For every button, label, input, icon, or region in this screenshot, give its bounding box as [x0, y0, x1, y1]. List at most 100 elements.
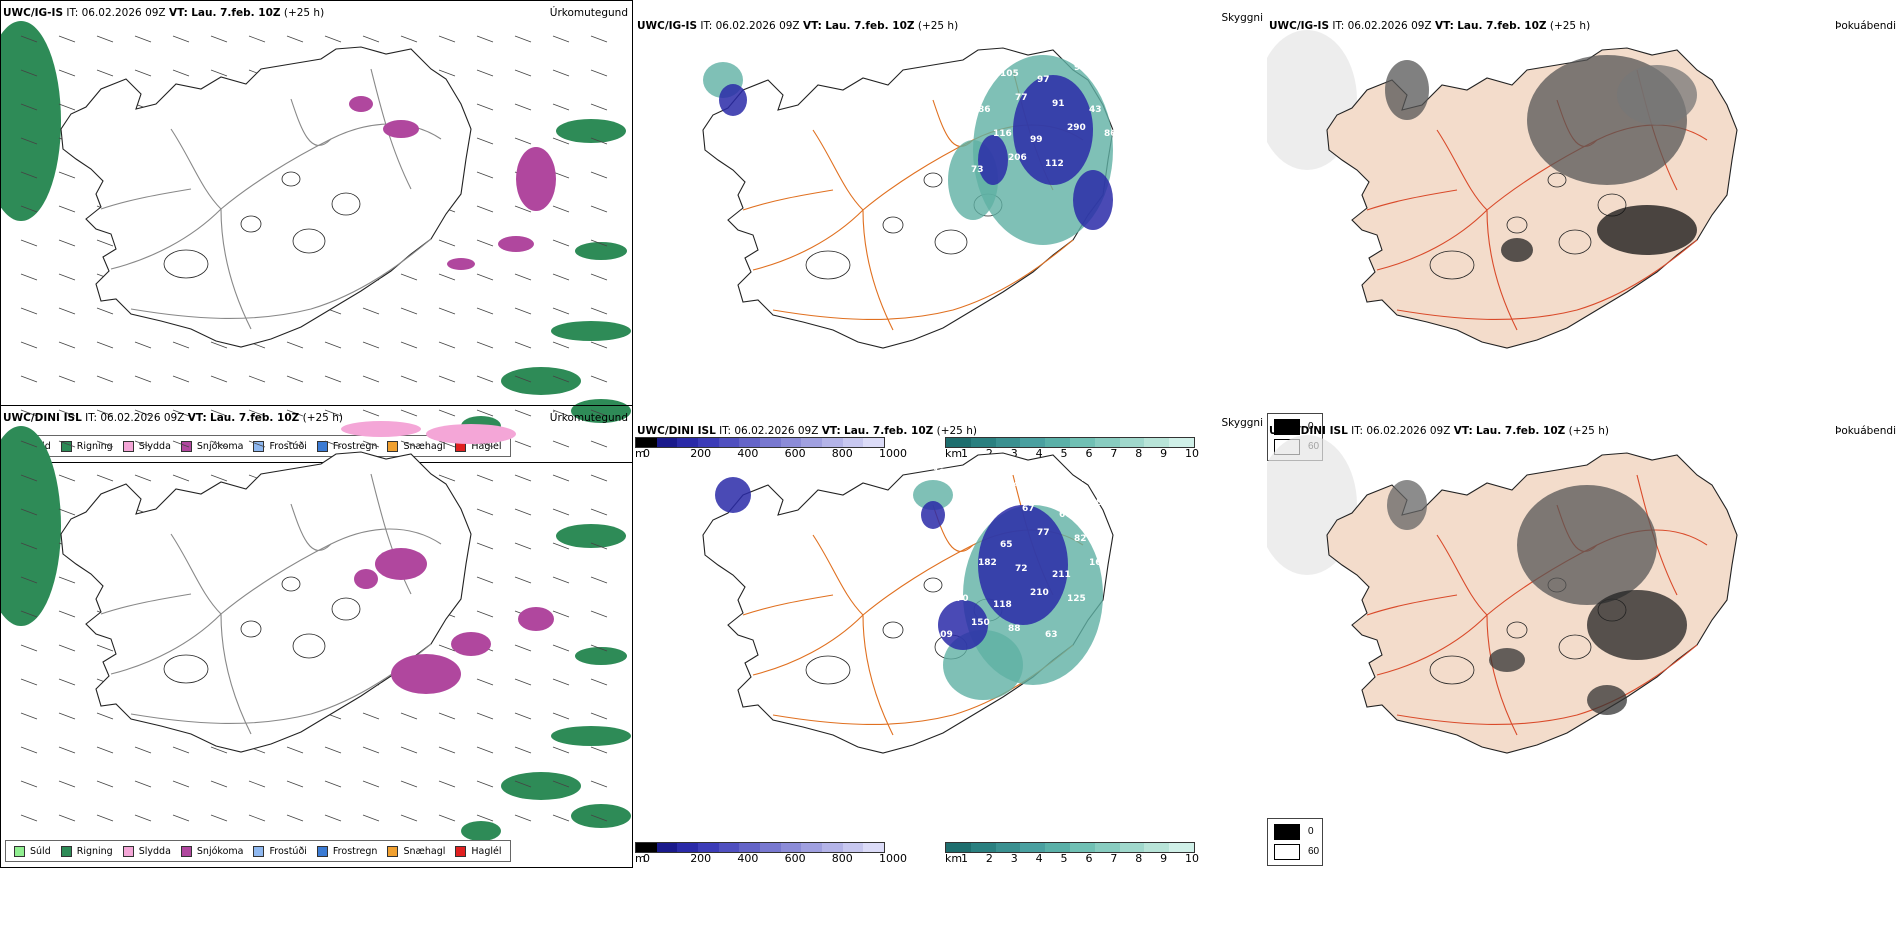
wind-barb — [476, 171, 494, 179]
wind-barb — [58, 440, 76, 448]
wind-barb — [210, 69, 228, 77]
fog-index-area — [1587, 685, 1627, 715]
colorbar-tick: 400 — [737, 852, 759, 865]
wind-barb — [552, 474, 570, 482]
colorbar-tick: 5 — [1060, 852, 1068, 865]
wind-barb — [590, 171, 608, 179]
colorbar-tick: 1 — [961, 852, 968, 865]
colorbar-tick: 800 — [831, 447, 853, 460]
legend-label: Súld — [30, 845, 51, 857]
visibility-value-label: 86 — [1104, 129, 1117, 139]
wind-barb — [96, 239, 114, 247]
lead-time: (+25 h) — [917, 20, 959, 32]
fog-legend-swatch-high — [1274, 824, 1300, 840]
legend-label: Snjókoma — [196, 845, 244, 857]
sleet-area — [426, 424, 516, 444]
wind-barb — [552, 780, 570, 788]
legend-label: Rigning — [76, 845, 113, 857]
glacier-outline — [923, 577, 943, 593]
visibility-colorbar-m: m 0 200 400 600 800 1000 — [635, 437, 907, 460]
wind-barb — [552, 307, 570, 315]
wind-barb — [590, 644, 608, 652]
wind-barb — [96, 35, 114, 43]
wind-barb — [400, 273, 418, 281]
colorbar-tick: 600 — [784, 447, 806, 460]
colorbar-cell — [1094, 438, 1120, 447]
visibility-value-label: 73 — [971, 165, 984, 175]
sleet-area — [341, 421, 421, 437]
legend-label: Slydda — [138, 440, 171, 452]
wind-barb — [552, 610, 570, 618]
colorbar-unit: km — [945, 852, 963, 865]
wind-barb — [58, 69, 76, 77]
wind-barb — [552, 341, 570, 349]
colorbar-cell — [1094, 843, 1120, 852]
wind-barb — [438, 307, 456, 315]
panel-header: UWC/IG-IS IT: 06.02.2026 09Z VT: Lau. 7.… — [1269, 20, 1590, 32]
wind-barb — [438, 273, 456, 281]
colorbar-tick: 8 — [1135, 852, 1143, 865]
wind-barb — [58, 35, 76, 43]
visibility-value-label: 67 — [1022, 504, 1035, 514]
visibility-value-label: 65 — [1000, 540, 1013, 550]
wind-barb — [96, 746, 114, 754]
colorbar-cell — [946, 438, 971, 447]
iceland-outline — [60, 46, 472, 348]
wind-barb — [134, 375, 152, 383]
wind-barb — [514, 273, 532, 281]
valid-time-label: VT: — [802, 20, 822, 32]
wind-barb — [20, 137, 38, 145]
colorbar-cell — [1119, 438, 1145, 447]
colorbar-cell — [698, 843, 719, 852]
colorbar-tick: 3 — [1010, 852, 1018, 865]
wind-barb — [476, 35, 494, 43]
colorbar-tick: 0 — [643, 447, 650, 460]
wind-barb — [590, 780, 608, 788]
wind-barb — [324, 746, 342, 754]
glacier-outline — [882, 621, 904, 639]
legend-item: Frostúði — [253, 440, 307, 452]
valid-time-value: Lau. 7.feb. 10Z — [1457, 20, 1547, 32]
wind-barb — [96, 474, 114, 482]
wind-barb — [438, 474, 456, 482]
valid-time-value: Lau. 7.feb. 10Z — [1476, 425, 1566, 437]
colorbar-cell — [1045, 843, 1070, 852]
wind-barb — [58, 644, 76, 652]
fog-index-area — [1587, 590, 1687, 660]
wind-barb — [514, 474, 532, 482]
wind-barb — [248, 35, 266, 43]
snow-area — [391, 654, 461, 694]
colorbar-tick: 200 — [690, 447, 712, 460]
fog-legend: 0 60 — [1267, 818, 1323, 866]
colorbar-cell — [1069, 843, 1095, 852]
road-line — [170, 533, 222, 615]
rain-area — [551, 726, 631, 746]
road-line — [1396, 644, 1698, 725]
legend-item: Snæhagl — [387, 440, 445, 452]
wind-barb — [20, 576, 38, 584]
legend-label: Frostúði — [269, 845, 307, 857]
colorbar-tick: 2 — [985, 447, 993, 460]
visibility-value-label: 182 — [978, 558, 997, 568]
road-line — [130, 238, 432, 319]
fog-legend-label-high: 0 — [1308, 826, 1314, 837]
low-visibility-m-area — [1013, 75, 1093, 185]
rain-area — [571, 804, 631, 828]
road-line — [170, 128, 222, 210]
visibility-value-label: 106 — [963, 63, 982, 73]
legend-item: Haglél — [455, 845, 502, 857]
wind-barb — [400, 341, 418, 349]
rain-area — [501, 367, 581, 395]
colorbar-cell — [863, 438, 885, 447]
wind-barb — [590, 341, 608, 349]
rain-area — [551, 321, 631, 341]
legend-label: Haglél — [471, 440, 502, 452]
wind-barb — [324, 780, 342, 788]
snow-area — [516, 147, 556, 211]
colorbar-strip — [945, 437, 1195, 448]
colorbar-cell — [780, 438, 802, 447]
glacier-outline — [163, 249, 209, 279]
wind-barb — [552, 273, 570, 281]
iceland-outline — [60, 451, 472, 753]
visibility-map: 197 151 148 123 140 111 62 67 66 89 98 65 77 82 135 182… — [702, 452, 1114, 754]
